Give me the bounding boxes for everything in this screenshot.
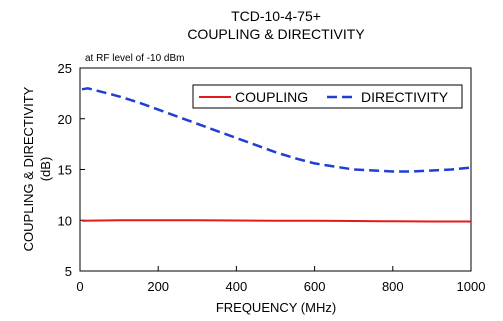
x-tick-label: 800 bbox=[382, 279, 404, 294]
x-tick-label: 600 bbox=[304, 279, 326, 294]
y-axis-label: COUPLING & DIRECTIVITY bbox=[21, 86, 36, 251]
legend-label-directivity: DIRECTIVITY bbox=[361, 89, 449, 105]
y-tick-label: 25 bbox=[58, 61, 72, 76]
x-tick-label: 1000 bbox=[457, 279, 486, 294]
rf-level-note: at RF level of -10 dBm bbox=[85, 53, 184, 64]
coupling-line bbox=[81, 219, 471, 223]
x-tick-label: 200 bbox=[147, 279, 169, 294]
legend: COUPLING DIRECTIVITY bbox=[192, 84, 463, 109]
y-tick-label: 5 bbox=[65, 264, 72, 279]
x-tick-label: 0 bbox=[76, 279, 83, 294]
legend-label-coupling: COUPLING bbox=[235, 89, 308, 105]
x-axis-label: FREQUENCY (MHz) bbox=[216, 300, 336, 315]
directivity-line bbox=[81, 87, 472, 173]
y-axis-unit: (dB) bbox=[38, 157, 53, 182]
y-tick-label: 15 bbox=[58, 163, 72, 178]
y-tick-label: 10 bbox=[58, 213, 72, 228]
x-tick-label: 400 bbox=[226, 279, 248, 294]
x-axis-ticks: 0 200 400 600 800 1000 bbox=[76, 266, 485, 294]
chart-subtitle: COUPLING & DIRECTIVITY bbox=[187, 26, 365, 42]
series-lines bbox=[81, 87, 472, 223]
chart-title: TCD-10-4-75+ bbox=[231, 8, 321, 24]
y-axis-ticks: 5 10 15 20 25 bbox=[58, 61, 85, 279]
y-tick-label: 20 bbox=[58, 112, 72, 127]
